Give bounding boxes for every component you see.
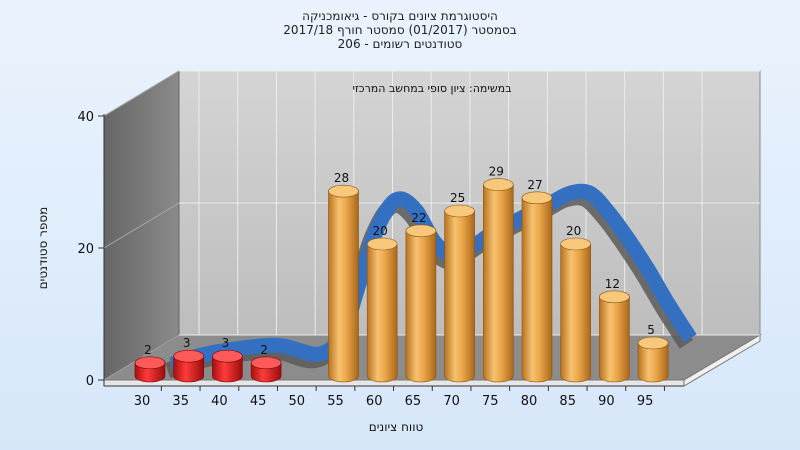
bar-top: [250, 356, 282, 370]
bar-45: 2: [250, 343, 282, 383]
y-tick-label: 40: [77, 110, 94, 125]
x-tick-label: 95: [637, 394, 654, 409]
title-line-2: בסמסטר (01/2017) סמסטר חורף 2017/18: [283, 23, 517, 37]
y-axis-label: מספר סטודנטים: [36, 207, 50, 290]
bar-value-label: 20: [566, 224, 581, 238]
y-tick-label: 0: [86, 374, 94, 389]
bar-top: [212, 349, 243, 363]
bar-body: [444, 210, 475, 383]
bar-value-label: 28: [334, 171, 349, 185]
bar-value-label: 2: [144, 343, 152, 357]
x-tick-label: 80: [521, 394, 538, 409]
bar-value-label: 3: [183, 336, 191, 350]
bar-95: 5: [637, 323, 669, 383]
bar-70: 25: [444, 191, 475, 383]
bar-value-label: 22: [411, 211, 426, 225]
bar-60: 20: [366, 224, 398, 383]
x-tick-label: 60: [366, 394, 383, 409]
bar-top: [366, 237, 398, 251]
x-tick-label: 85: [559, 394, 576, 409]
bar-body: [366, 243, 398, 383]
bar-top: [637, 336, 669, 350]
bar-top: [444, 204, 475, 218]
bar-80: 27: [521, 178, 553, 383]
bar-top: [173, 349, 204, 363]
bar-body: [405, 230, 437, 383]
bar-value-label: 27: [527, 178, 542, 192]
x-tick-label: 70: [443, 394, 460, 409]
bar-top: [521, 191, 553, 205]
bar-65: 22: [405, 211, 437, 383]
bar-body: [173, 355, 204, 383]
x-tick-label: 65: [405, 394, 422, 409]
grid-left-wall: [103, 70, 180, 117]
bar-90: 12: [599, 277, 630, 383]
bar-35: 3: [173, 336, 204, 383]
bar-body: [599, 296, 630, 383]
x-axis-label: טווח ציונים: [369, 420, 424, 434]
bar-value-label: 3: [222, 336, 230, 350]
bar-value-label: 29: [489, 165, 504, 179]
title-line-1: היסטוגרמת ציונים בקורס - גיאומכניקה: [302, 9, 498, 23]
chart-title: היסטוגרמת ציונים בקורס - גיאומכניקה בסמס…: [0, 9, 800, 51]
chart-subtitle: במשימה: ציון סופי במחשב המרכזי: [352, 82, 511, 95]
x-tick-label: 30: [134, 394, 151, 409]
floor-side-edge: [683, 334, 761, 387]
bar-body: [521, 197, 553, 383]
bar-body: [560, 243, 591, 383]
x-tick-label: 35: [172, 394, 189, 409]
bar-top: [482, 178, 514, 191]
bar-85: 20: [560, 224, 592, 383]
bar-body: [483, 184, 514, 383]
bar-40: 3: [212, 336, 243, 383]
bar-55: 28: [328, 171, 359, 383]
bar-top: [134, 356, 166, 370]
x-tick-label: 50: [289, 394, 306, 409]
bar-75: 29: [482, 165, 514, 383]
grid-left-wall: [103, 202, 180, 249]
title-line-3: סטודנטים רשומים - 206: [337, 37, 463, 51]
bar-series: 2 3 3 2 28 20 22 25 29 27 20 12 5: [134, 165, 669, 383]
chart-labels: במשימה: ציון סופי במחשב המרכזי טווח ציוני…: [36, 82, 512, 434]
x-tick-label: 40: [211, 394, 228, 409]
bar-top: [599, 290, 630, 304]
x-tick-label: 55: [327, 394, 344, 409]
bar-value-label: 20: [373, 224, 388, 238]
bar-body: [637, 342, 669, 383]
bar-value-label: 2: [260, 343, 268, 357]
grid-left-wall: [103, 334, 180, 381]
bar-top: [405, 224, 437, 238]
bar-body: [328, 190, 359, 383]
bar-body: [212, 355, 243, 383]
bar-value-label: 12: [605, 277, 620, 291]
bar-top: [560, 237, 592, 251]
bar-top: [328, 184, 359, 198]
x-tick-label: 45: [250, 394, 267, 409]
bar-30: 2: [134, 343, 166, 383]
x-tick-label: 90: [598, 394, 615, 409]
bar-value-label: 25: [450, 191, 465, 205]
bar-value-label: 5: [647, 323, 655, 337]
x-tick-label: 75: [482, 394, 499, 409]
y-tick-label: 20: [77, 242, 94, 257]
